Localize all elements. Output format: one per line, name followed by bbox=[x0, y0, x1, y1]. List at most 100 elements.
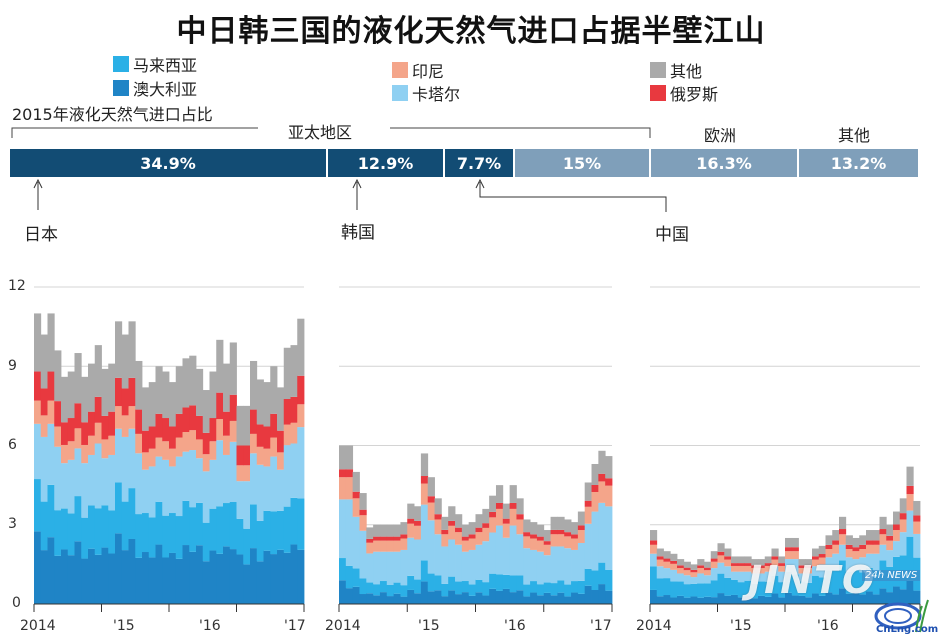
area-segment-澳大利亚 bbox=[414, 593, 422, 604]
area-segment-其他 bbox=[162, 371, 170, 419]
area-segment-马来西亚 bbox=[697, 583, 705, 598]
area-segment-马来西亚 bbox=[564, 584, 572, 597]
area-segment-马来西亚 bbox=[386, 584, 394, 597]
area-segment-澳大利亚 bbox=[229, 549, 237, 604]
area-segment-卡塔尔 bbox=[845, 557, 853, 572]
area-segment-马来西亚 bbox=[216, 506, 224, 554]
area-segment-卡塔尔 bbox=[913, 533, 921, 558]
area-segment-印尼 bbox=[427, 502, 435, 521]
area-segment-其他 bbox=[839, 516, 847, 530]
area-segment-澳大利亚 bbox=[536, 595, 545, 604]
area-segment-马来西亚 bbox=[523, 584, 531, 597]
area-segment-马来西亚 bbox=[189, 507, 197, 552]
area-segment-俄罗斯 bbox=[461, 536, 470, 541]
area-segment-澳大利亚 bbox=[379, 592, 388, 604]
area-segment-澳大利亚 bbox=[879, 588, 887, 604]
area-segment-俄罗斯 bbox=[509, 502, 517, 509]
area-segment-马来西亚 bbox=[400, 585, 408, 597]
area-segment-卡塔尔 bbox=[584, 523, 592, 569]
area-segment-印尼 bbox=[663, 561, 671, 569]
area-segment-其他 bbox=[339, 445, 347, 470]
x-tick-label: 2014 bbox=[325, 618, 361, 634]
area-segment-俄罗斯 bbox=[54, 401, 62, 427]
area-segment-印尼 bbox=[812, 559, 820, 567]
area-segment-俄罗斯 bbox=[690, 569, 698, 573]
area-segment-马来西亚 bbox=[461, 581, 470, 593]
area-segment-其他 bbox=[216, 339, 224, 393]
area-segment-澳大利亚 bbox=[550, 595, 558, 604]
area-segment-卡塔尔 bbox=[155, 456, 163, 502]
area-segment-卡塔尔 bbox=[461, 551, 470, 582]
area-segment-马来西亚 bbox=[650, 566, 658, 590]
region-brackets bbox=[11, 127, 667, 212]
area-segment-澳大利亚 bbox=[290, 544, 298, 604]
area-segment-澳大利亚 bbox=[223, 546, 231, 604]
area-segment-印尼 bbox=[744, 565, 752, 572]
watermark-logo-text: JINTO bbox=[748, 558, 877, 602]
area-segment-俄罗斯 bbox=[812, 556, 820, 560]
area-segment-卡塔尔 bbox=[656, 566, 664, 579]
area-segment-俄罗斯 bbox=[650, 540, 658, 545]
area-segment-其他 bbox=[128, 321, 136, 378]
area-segment-俄罗斯 bbox=[209, 418, 217, 442]
area-segment-马来西亚 bbox=[393, 582, 401, 594]
area-segment-印尼 bbox=[448, 525, 456, 540]
area-segment-俄罗斯 bbox=[256, 424, 264, 447]
area-segment-其他 bbox=[427, 477, 435, 497]
legend-label: 俄罗斯 bbox=[670, 85, 719, 104]
area-segment-其他 bbox=[209, 371, 217, 419]
area-segment-马来西亚 bbox=[142, 513, 150, 553]
area-segment-印尼 bbox=[758, 568, 766, 574]
area-segment-印尼 bbox=[598, 481, 606, 503]
area-segment-其他 bbox=[683, 561, 691, 568]
area-segment-澳大利亚 bbox=[475, 592, 483, 604]
area-segment-俄罗斯 bbox=[899, 513, 907, 520]
area-segment-其他 bbox=[744, 556, 752, 564]
area-segment-澳大利亚 bbox=[283, 552, 291, 604]
area-segment-其他 bbox=[523, 519, 531, 533]
area-segment-卡塔尔 bbox=[663, 568, 671, 579]
area-segment-卡塔尔 bbox=[906, 510, 914, 537]
area-segment-澳大利亚 bbox=[115, 533, 123, 604]
area-segment-澳大利亚 bbox=[530, 592, 538, 604]
area-segment-其他 bbox=[731, 556, 739, 564]
area-segment-印尼 bbox=[67, 441, 75, 460]
area-segment-马来西亚 bbox=[229, 502, 237, 550]
area-segment-卡塔尔 bbox=[61, 463, 69, 509]
area-segment-卡塔尔 bbox=[523, 548, 531, 585]
area-segment-其他 bbox=[169, 382, 177, 427]
area-segment-俄罗斯 bbox=[704, 567, 712, 571]
area-segment-澳大利亚 bbox=[771, 593, 779, 604]
area-segment-俄罗斯 bbox=[448, 520, 456, 526]
area-segment-马来西亚 bbox=[717, 573, 725, 594]
area-segment-印尼 bbox=[866, 544, 874, 554]
area-segment-其他 bbox=[155, 366, 163, 414]
area-segment-其他 bbox=[366, 527, 374, 539]
area-segment-俄罗斯 bbox=[798, 565, 806, 569]
area-segment-卡塔尔 bbox=[169, 466, 177, 514]
area-segment-卡塔尔 bbox=[379, 551, 388, 582]
area-segment-俄罗斯 bbox=[475, 527, 483, 533]
legend-item-other: 其他 bbox=[650, 58, 702, 82]
area-segment-俄罗斯 bbox=[189, 405, 197, 431]
area-segment-卡塔尔 bbox=[196, 458, 204, 503]
area-segment-卡塔尔 bbox=[677, 573, 685, 582]
area-segment-俄罗斯 bbox=[577, 525, 586, 531]
area-segment-俄罗斯 bbox=[744, 563, 752, 566]
area-segment-印尼 bbox=[704, 570, 712, 576]
area-segment-印尼 bbox=[852, 551, 860, 560]
share-subtitle: 2015年液化天然气进口占比 bbox=[12, 105, 213, 124]
area-segment-印尼 bbox=[577, 530, 586, 543]
area-segment-其他 bbox=[400, 522, 408, 535]
area-segment-俄罗斯 bbox=[825, 544, 833, 550]
area-segment-马来西亚 bbox=[290, 497, 298, 545]
legend-item-qatar: 卡塔尔 bbox=[392, 81, 460, 105]
area-segment-其他 bbox=[468, 522, 476, 535]
area-segment-卡塔尔 bbox=[893, 541, 901, 557]
area-segment-印尼 bbox=[482, 527, 490, 542]
y-tick-label: 12 bbox=[8, 278, 26, 294]
area-segment-俄罗斯 bbox=[182, 407, 190, 433]
area-segment-俄罗斯 bbox=[216, 392, 224, 420]
area-segment-印尼 bbox=[379, 540, 388, 552]
area-segment-俄罗斯 bbox=[88, 411, 96, 436]
